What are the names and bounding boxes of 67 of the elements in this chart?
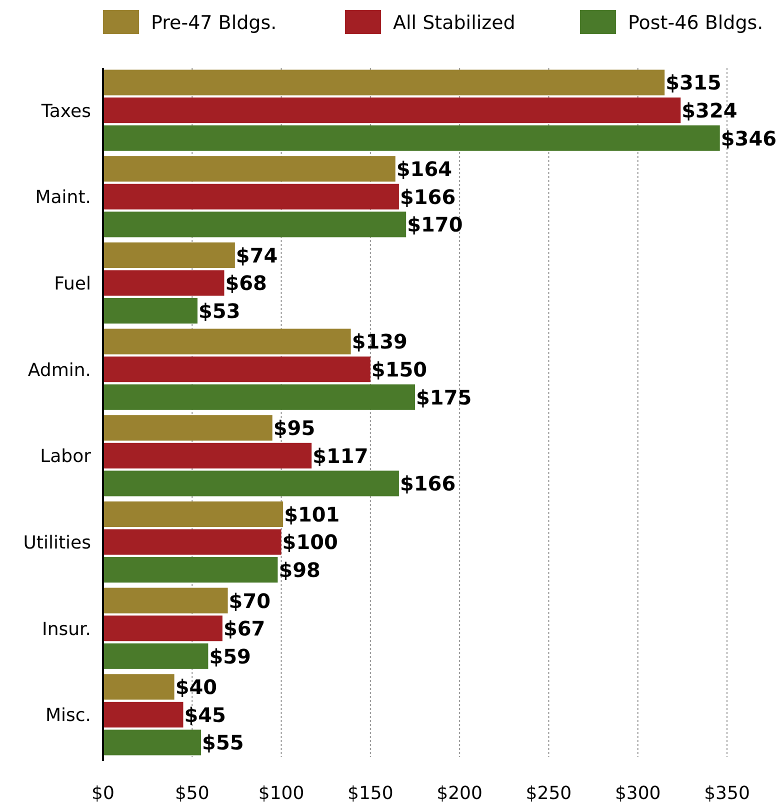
x-tick-label: $0: [92, 783, 114, 804]
y-tick-label: Fuel: [54, 273, 91, 294]
data-label: $55: [202, 730, 244, 755]
bar: [103, 470, 399, 496]
bar: [103, 529, 282, 555]
bar: [103, 442, 312, 468]
legend-label: Post-46 Bldgs.: [628, 12, 764, 34]
bar: [103, 70, 665, 96]
bar: [103, 242, 235, 268]
bar: [103, 328, 351, 354]
x-tick-label: $350: [704, 783, 750, 804]
legend-label: Pre-47 Bldgs.: [151, 12, 277, 34]
x-tick-label: $300: [614, 783, 661, 804]
data-label: $40: [175, 675, 218, 700]
bar: [103, 125, 720, 151]
data-label: $166: [400, 472, 456, 496]
bar: [103, 298, 198, 324]
bar: [103, 384, 415, 410]
y-tick-label: Admin.: [28, 360, 91, 381]
y-tick-label: Maint.: [35, 187, 91, 208]
bar: [103, 415, 272, 441]
y-tick-label: Insur.: [42, 618, 91, 640]
data-label: $117: [312, 444, 368, 468]
bar: [103, 674, 174, 700]
bar: [103, 98, 681, 124]
data-label: $315: [666, 70, 722, 95]
bar: [103, 616, 222, 642]
data-label: $346: [720, 126, 777, 150]
x-tick-label: $150: [348, 783, 394, 804]
x-tick-label: $250: [526, 783, 572, 804]
data-label: $95: [273, 416, 316, 440]
data-label: $53: [198, 298, 240, 323]
data-label: $74: [236, 243, 278, 268]
data-label: $101: [284, 502, 340, 526]
data-label: $164: [396, 157, 452, 182]
data-label: $68: [225, 271, 267, 296]
data-label: $45: [184, 702, 226, 727]
x-tick-label: $50: [174, 783, 210, 804]
data-label: $175: [416, 385, 472, 410]
bar: [103, 557, 278, 583]
x-tick-label: $100: [258, 783, 304, 804]
bar: [103, 588, 228, 614]
x-tick-label: $200: [436, 783, 482, 804]
data-label: $98: [278, 558, 320, 582]
bar: [103, 156, 396, 182]
data-label: $166: [400, 184, 456, 209]
data-label: $139: [352, 330, 408, 354]
bar: [103, 356, 370, 382]
bar: [103, 501, 284, 527]
data-label: $170: [407, 212, 463, 237]
data-label: $70: [228, 588, 271, 613]
bar: [103, 643, 208, 669]
bar: [103, 702, 184, 728]
data-label: $150: [371, 358, 428, 382]
data-label: $59: [209, 644, 251, 668]
bar: [103, 270, 224, 296]
y-tick-label: Labor: [40, 446, 92, 468]
y-tick-label: Misc.: [45, 705, 91, 726]
y-tick-label: Taxes: [40, 100, 91, 122]
y-tick-label: Utilities: [23, 532, 91, 554]
bar: [103, 730, 202, 756]
legend-label: All Stabilized: [393, 12, 516, 34]
bar: [103, 212, 406, 238]
data-label: $67: [223, 616, 266, 641]
data-label: $324: [682, 98, 738, 123]
bar: [103, 184, 399, 210]
data-label: $100: [282, 530, 338, 554]
